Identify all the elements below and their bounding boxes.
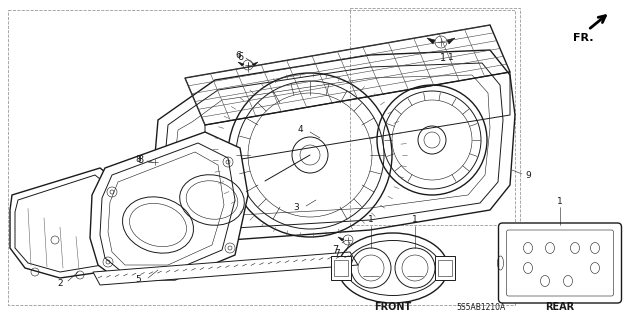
Text: 6: 6	[235, 51, 241, 61]
Text: REAR: REAR	[545, 302, 575, 312]
Polygon shape	[238, 62, 244, 66]
Text: 5: 5	[135, 276, 141, 285]
Polygon shape	[427, 38, 435, 44]
Bar	[334, 260, 348, 276]
Text: 1: 1	[368, 216, 374, 225]
Bar	[438, 260, 452, 276]
Text: 1: 1	[440, 53, 446, 63]
Polygon shape	[93, 252, 358, 285]
Text: 1: 1	[448, 54, 454, 63]
Polygon shape	[338, 237, 344, 241]
Text: 6: 6	[237, 52, 243, 62]
Text: 7: 7	[332, 245, 338, 255]
Polygon shape	[90, 132, 248, 280]
Text: 3: 3	[293, 204, 299, 212]
Text: 8: 8	[137, 155, 143, 165]
Text: FRONT: FRONT	[374, 302, 412, 312]
Polygon shape	[10, 168, 130, 278]
Text: 1: 1	[412, 216, 418, 225]
Polygon shape	[145, 159, 151, 163]
Polygon shape	[447, 38, 455, 44]
Text: 4: 4	[297, 125, 303, 135]
Text: 9: 9	[525, 170, 531, 180]
Text: FR.: FR.	[573, 33, 593, 43]
Text: 5S5AB1210A: 5S5AB1210A	[456, 302, 506, 311]
Text: 8: 8	[135, 155, 141, 165]
Bar	[331, 256, 351, 280]
Polygon shape	[252, 62, 258, 66]
Text: 2: 2	[57, 278, 63, 287]
FancyBboxPatch shape	[499, 223, 621, 303]
Bar	[435, 256, 455, 280]
Text: 1: 1	[557, 197, 563, 205]
Text: 7: 7	[334, 249, 340, 257]
